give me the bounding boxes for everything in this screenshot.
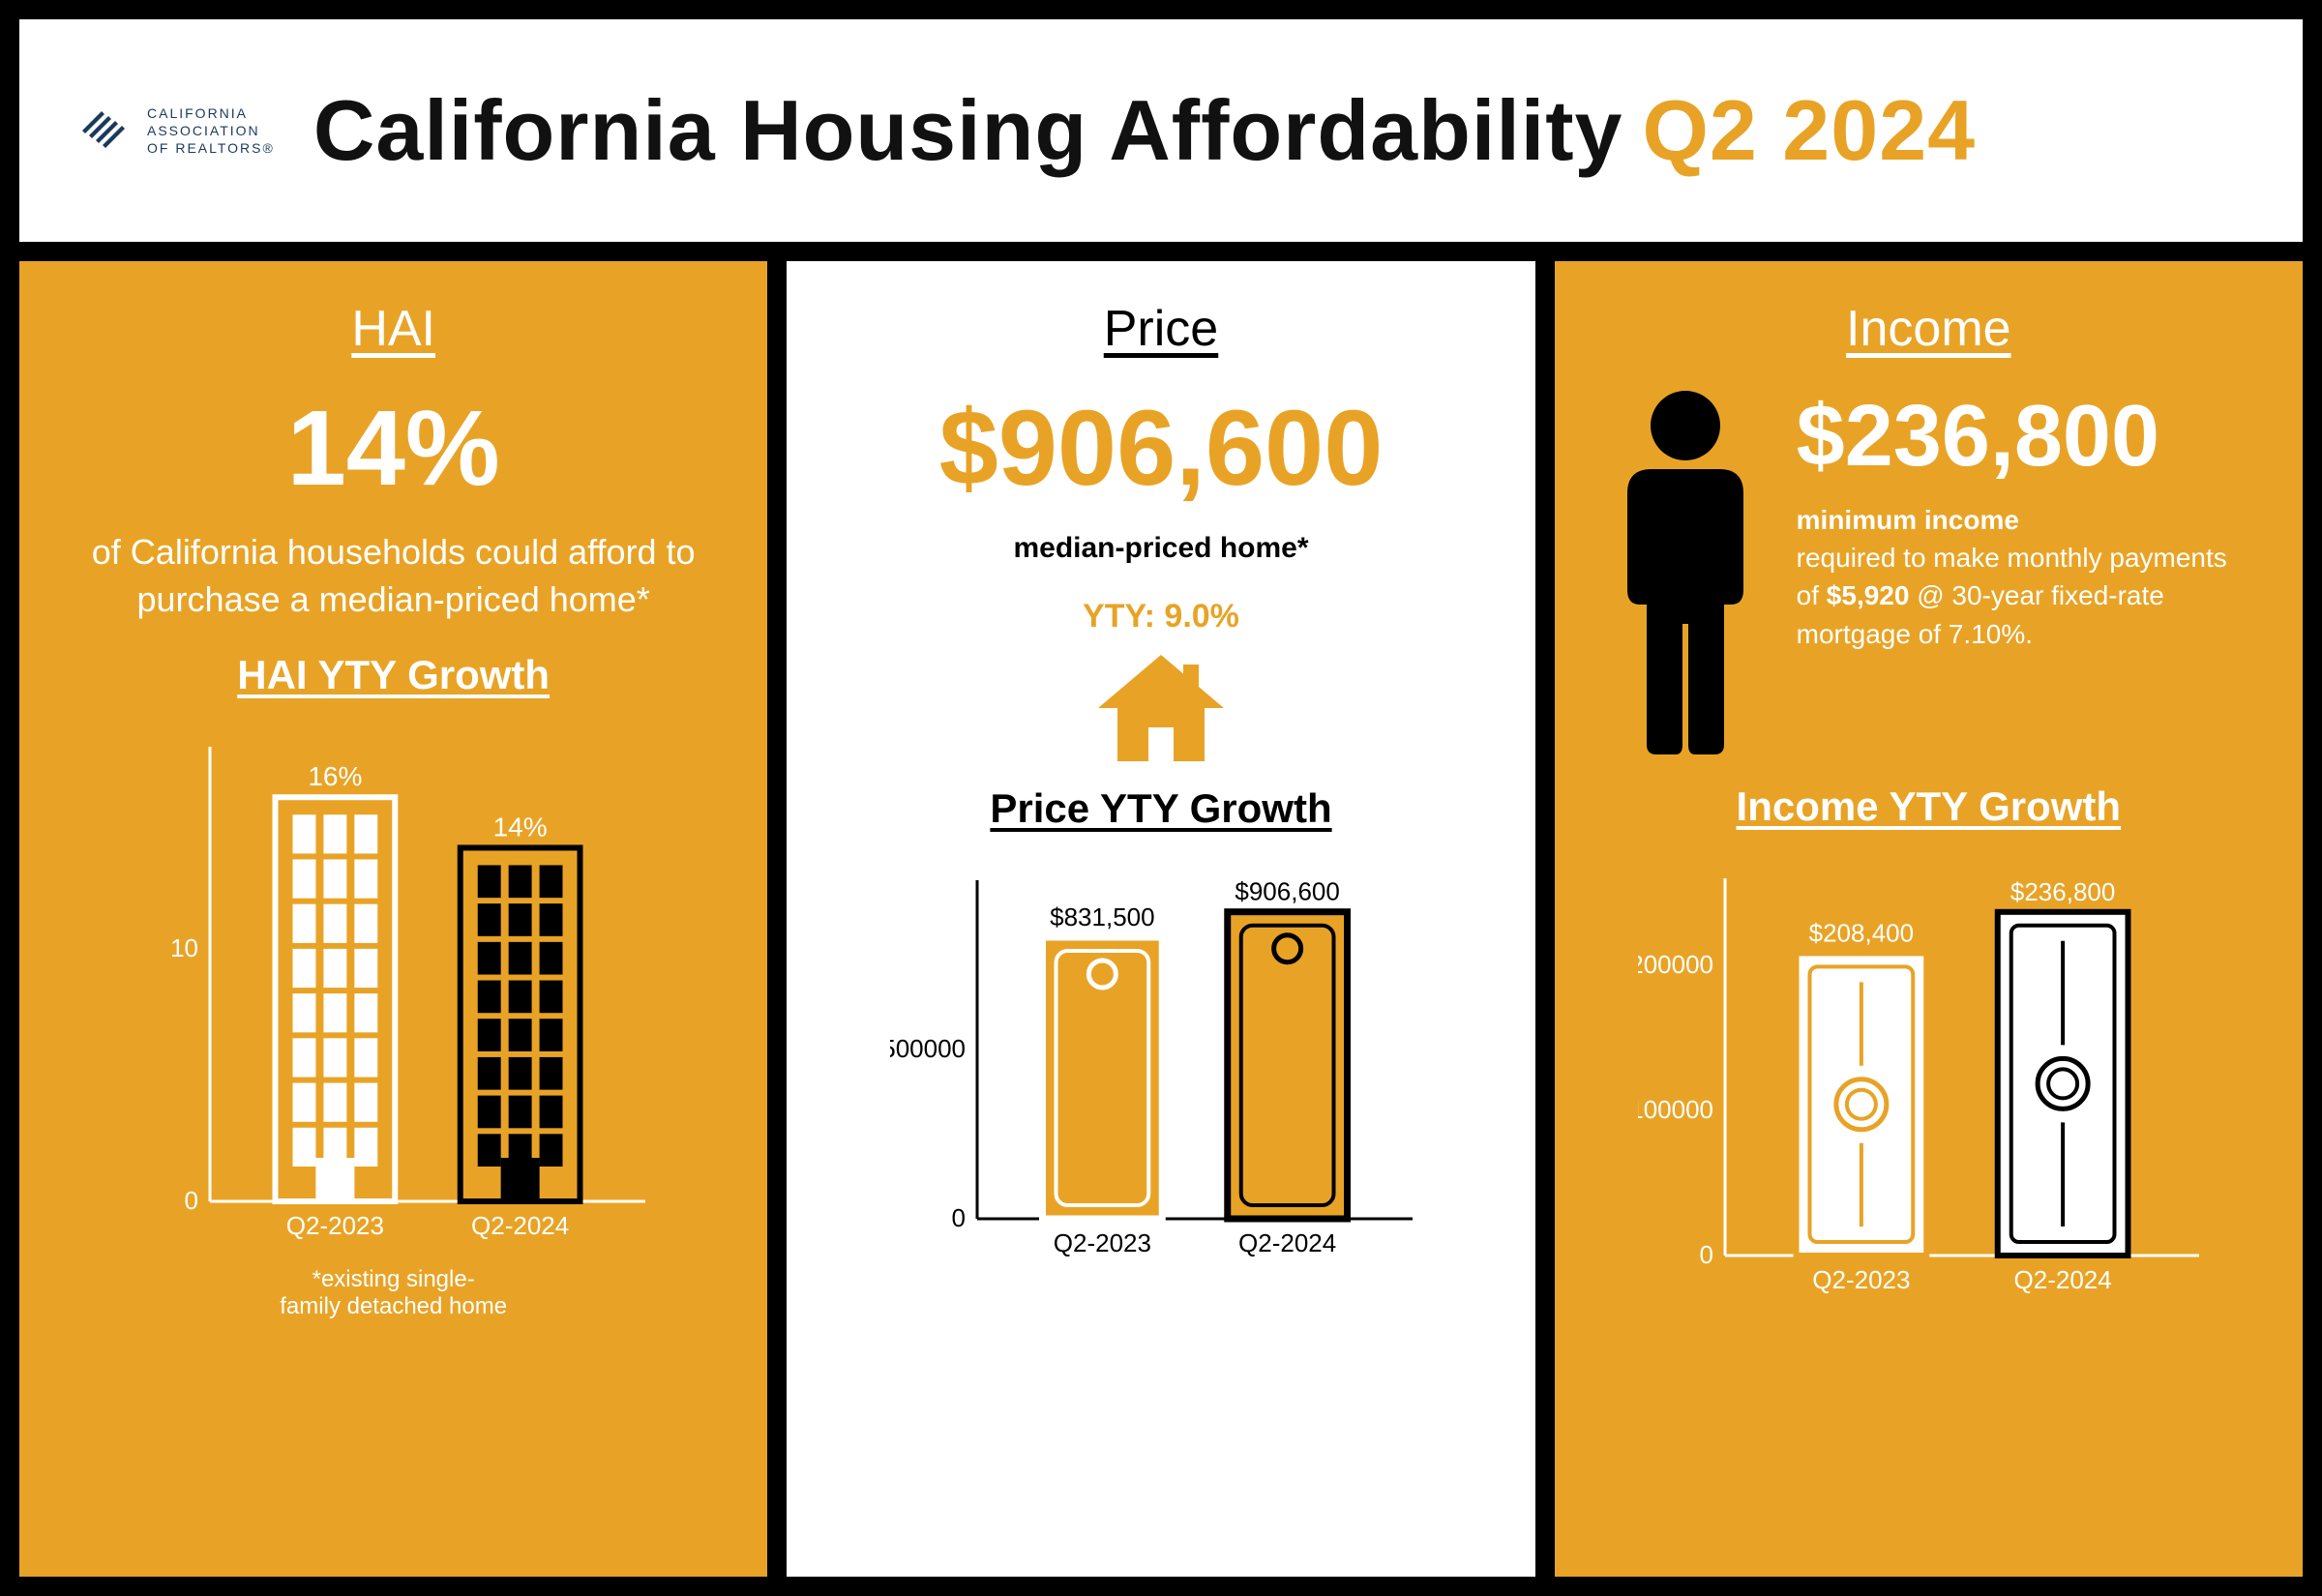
income-value: $236,800 (1797, 387, 2254, 487)
svg-text:$208,400: $208,400 (1809, 918, 1914, 947)
price-yty: YTY: 9.0% (816, 598, 1505, 635)
svg-text:Q2-2023: Q2-2023 (1054, 1228, 1151, 1257)
price-chart-title: Price YTY Growth (816, 785, 1505, 832)
header: CALIFORNIA ASSOCIATION OF REALTORS® Cali… (19, 19, 2303, 242)
svg-text:200000: 200000 (1638, 950, 1713, 979)
panel-income: Income $236,800 minimum income required … (1555, 261, 2303, 1577)
panels: HAI 14% of California households could a… (19, 261, 2303, 1577)
car-logo: CALIFORNIA ASSOCIATION OF REALTORS® (77, 102, 275, 160)
svg-text:Q2-2023: Q2-2023 (285, 1211, 383, 1240)
car-logo-icon (77, 102, 135, 160)
svg-text:14%: 14% (492, 813, 547, 842)
svg-text:Q2-2024: Q2-2024 (2014, 1265, 2112, 1294)
svg-text:Q2-2024: Q2-2024 (1238, 1228, 1336, 1257)
hai-footnote: *existing single- family detached home (48, 1266, 738, 1320)
svg-text:Q2-2024: Q2-2024 (471, 1211, 569, 1240)
page-title: California Housing AffordabilityQ2 2024 (313, 81, 1976, 180)
logo-line3: OF REALTORS® (147, 139, 275, 157)
panel-price: Price $906,600 median-priced home* YTY: … (787, 261, 1534, 1577)
svg-text:10: 10 (170, 933, 198, 962)
price-value: $906,600 (816, 387, 1505, 510)
hai-description: of California households could afford to… (48, 529, 738, 623)
income-description: minimum income required to make monthly … (1797, 501, 2254, 653)
panel-hai: HAI 14% of California households could a… (19, 261, 767, 1577)
logo-line1: CALIFORNIA (147, 104, 275, 122)
svg-text:Q2-2023: Q2-2023 (1813, 1265, 1911, 1294)
svg-text:$831,500: $831,500 (1050, 901, 1154, 931)
svg-text:500000: 500000 (890, 1034, 966, 1063)
price-chart: 0 500000 $831,500 Q2-2023 $906,600 Q2-2024 (890, 842, 1432, 1272)
logo-line2: ASSOCIATION (147, 122, 275, 139)
house-icon (816, 655, 1505, 766)
svg-text:0: 0 (184, 1186, 197, 1215)
title-period: Q2 2024 (1642, 82, 1976, 178)
svg-text:16%: 16% (308, 761, 362, 791)
svg-text:$906,600: $906,600 (1235, 876, 1339, 905)
svg-text:0: 0 (1700, 1240, 1713, 1269)
person-icon (1603, 387, 1768, 754)
hai-heading: HAI (48, 300, 738, 358)
hai-value: 14% (48, 387, 738, 510)
income-chart-title: Income YTY Growth (1584, 783, 2274, 830)
price-subtitle: median-priced home* (816, 529, 1505, 569)
svg-text:100000: 100000 (1638, 1095, 1713, 1124)
price-heading: Price (816, 300, 1505, 358)
hai-chart: 0 10 16% Q2-2023 14% Q2-2024 (123, 708, 665, 1255)
income-heading: Income (1584, 300, 2274, 358)
income-chart: 0 100000 200000 $208,400 Q2-2023 $236,800 Q2-2… (1638, 840, 2218, 1309)
hai-chart-title: HAI YTY Growth (48, 652, 738, 698)
svg-text:$236,800: $236,800 (2010, 877, 2115, 906)
svg-text:0: 0 (952, 1203, 966, 1232)
